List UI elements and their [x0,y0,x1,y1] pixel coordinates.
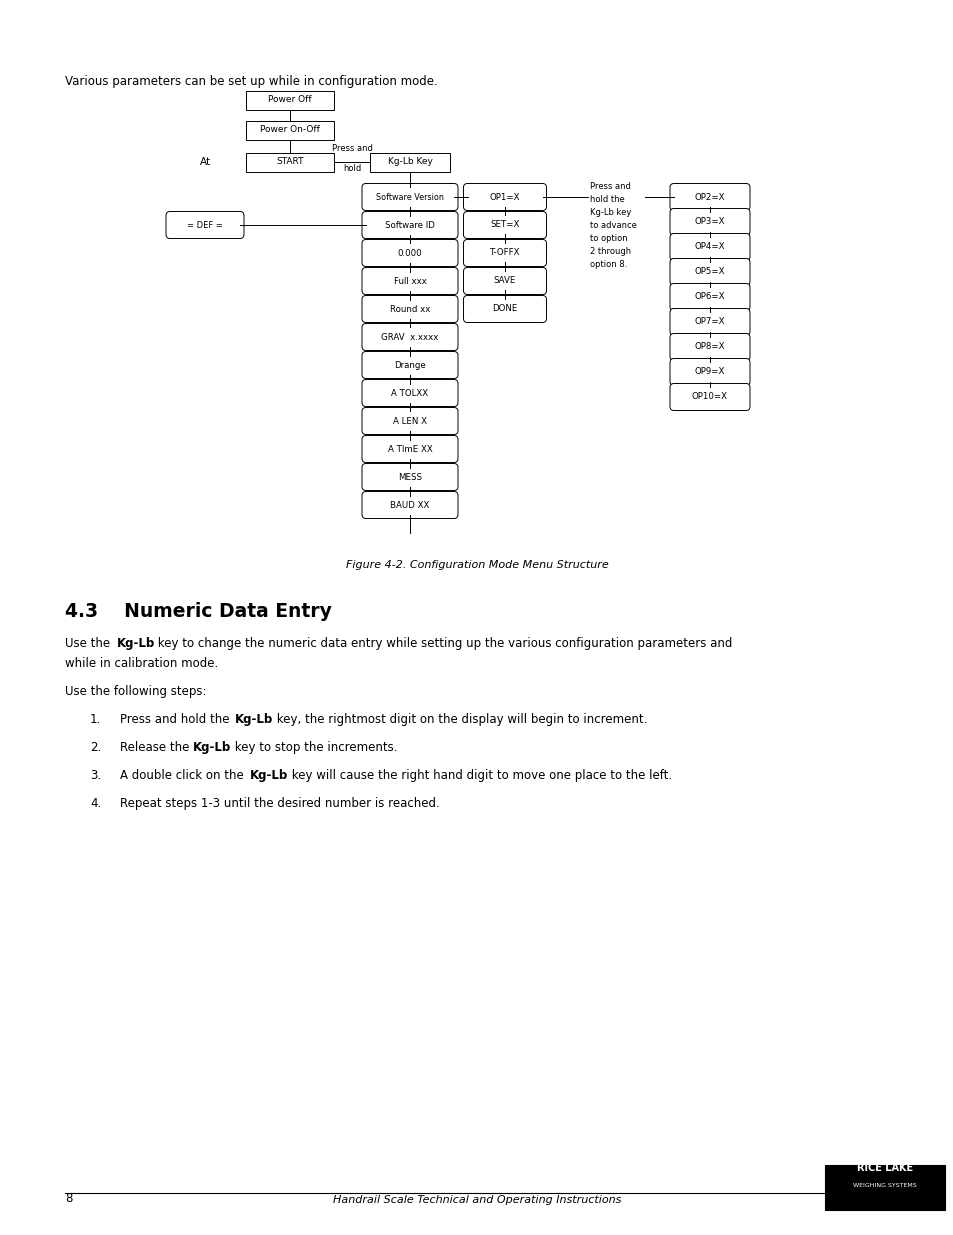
FancyBboxPatch shape [463,184,546,210]
Text: OP3=X: OP3=X [694,217,724,226]
FancyBboxPatch shape [361,240,457,267]
Text: 2.: 2. [90,741,101,755]
Text: Use the: Use the [65,637,113,650]
Text: Software Version: Software Version [375,193,443,201]
Text: Power Off: Power Off [268,95,312,105]
FancyBboxPatch shape [246,121,334,140]
Text: 8: 8 [65,1192,72,1205]
Text: Kg-Lb: Kg-Lb [234,713,273,726]
FancyBboxPatch shape [669,184,749,210]
Text: BAUD XX: BAUD XX [390,500,429,510]
Text: key, the rightmost digit on the display will begin to increment.: key, the rightmost digit on the display … [273,713,647,726]
Text: 0.000: 0.000 [397,248,422,258]
Text: Release the: Release the [120,741,193,755]
Text: 3.: 3. [90,769,101,782]
FancyBboxPatch shape [246,90,334,110]
Text: 1.: 1. [90,713,101,726]
Text: key to change the numeric data entry while setting up the various configuration : key to change the numeric data entry whi… [153,637,732,650]
FancyBboxPatch shape [669,309,749,336]
Text: hold: hold [342,164,361,173]
Text: A LEN X: A LEN X [393,416,427,426]
Text: OP6=X: OP6=X [694,293,724,301]
FancyBboxPatch shape [463,240,546,267]
Text: = DEF =: = DEF = [187,221,223,230]
Text: SET=X: SET=X [490,221,519,230]
Text: 4.3    Numeric Data Entry: 4.3 Numeric Data Entry [65,601,332,621]
Text: A double click on the: A double click on the [120,769,247,782]
FancyBboxPatch shape [463,211,546,238]
Text: hold the: hold the [589,195,624,204]
Text: OP2=X: OP2=X [694,193,724,201]
Text: OP10=X: OP10=X [691,393,727,401]
Text: Round xx: Round xx [390,305,430,314]
FancyBboxPatch shape [361,184,457,210]
Text: to advance: to advance [589,221,637,230]
Text: 2 through: 2 through [589,247,631,256]
FancyBboxPatch shape [669,284,749,310]
Text: OP4=X: OP4=X [694,242,724,252]
Text: Various parameters can be set up while in configuration mode.: Various parameters can be set up while i… [65,75,437,88]
Text: Kg-Lb: Kg-Lb [193,741,231,755]
Text: OP1=X: OP1=X [489,193,519,201]
Text: Kg-Lb Key: Kg-Lb Key [387,158,432,167]
Text: OP7=X: OP7=X [694,317,724,326]
Text: Kg-Lb: Kg-Lb [250,769,288,782]
FancyBboxPatch shape [361,379,457,406]
FancyBboxPatch shape [361,268,457,294]
FancyBboxPatch shape [370,152,450,172]
Text: option 8.: option 8. [589,261,626,269]
Text: Kg-Lb: Kg-Lb [117,637,155,650]
FancyBboxPatch shape [463,268,546,294]
FancyBboxPatch shape [361,436,457,462]
Text: Full xxx: Full xxx [394,277,426,285]
FancyBboxPatch shape [361,352,457,378]
Text: START: START [276,158,303,167]
Text: GRAV  x.xxxx: GRAV x.xxxx [381,332,438,342]
FancyBboxPatch shape [361,211,457,238]
Text: to option: to option [589,233,627,243]
Text: Figure 4-2. Configuration Mode Menu Structure: Figure 4-2. Configuration Mode Menu Stru… [345,559,608,571]
FancyBboxPatch shape [361,463,457,490]
Text: OP8=X: OP8=X [694,342,724,352]
Text: Press and: Press and [589,182,630,191]
Text: OP9=X: OP9=X [694,368,724,377]
Text: RICE LAKE: RICE LAKE [856,1163,912,1173]
Text: Drange: Drange [394,361,425,369]
FancyBboxPatch shape [669,233,749,261]
Text: Repeat steps 1-3 until the desired number is reached.: Repeat steps 1-3 until the desired numbe… [120,797,439,810]
FancyBboxPatch shape [669,333,749,361]
FancyBboxPatch shape [669,209,749,236]
Text: A TOLXX: A TOLXX [391,389,428,398]
Text: Power On-Off: Power On-Off [260,126,319,135]
FancyBboxPatch shape [669,258,749,285]
FancyBboxPatch shape [361,295,457,322]
Text: SAVE: SAVE [494,277,516,285]
FancyBboxPatch shape [463,295,546,322]
Text: Use the following steps:: Use the following steps: [65,685,206,698]
Bar [824,1165,944,1210]
Text: Handrail Scale Technical and Operating Instructions: Handrail Scale Technical and Operating I… [333,1195,620,1205]
Text: MESS: MESS [397,473,421,482]
Text: Press and: Press and [332,144,372,153]
Text: key to stop the increments.: key to stop the increments. [231,741,397,755]
Text: OP5=X: OP5=X [694,268,724,277]
Text: DONE: DONE [492,305,517,314]
Text: 4.: 4. [90,797,101,810]
Text: Software ID: Software ID [385,221,435,230]
Text: T-OFFX: T-OFFX [489,248,519,258]
FancyBboxPatch shape [246,152,334,172]
Text: At: At [200,157,211,167]
Text: Kg-Lb key: Kg-Lb key [589,207,631,217]
FancyBboxPatch shape [166,211,244,238]
Text: while in calibration mode.: while in calibration mode. [65,657,218,671]
FancyBboxPatch shape [361,492,457,519]
Text: Press and hold the: Press and hold the [120,713,233,726]
Text: A TImE XX: A TImE XX [387,445,432,453]
FancyBboxPatch shape [361,324,457,351]
Text: key will cause the right hand digit to move one place to the left.: key will cause the right hand digit to m… [288,769,672,782]
FancyBboxPatch shape [361,408,457,435]
FancyBboxPatch shape [669,384,749,410]
Text: WEIGHING SYSTEMS: WEIGHING SYSTEMS [852,1183,916,1188]
FancyBboxPatch shape [669,358,749,385]
